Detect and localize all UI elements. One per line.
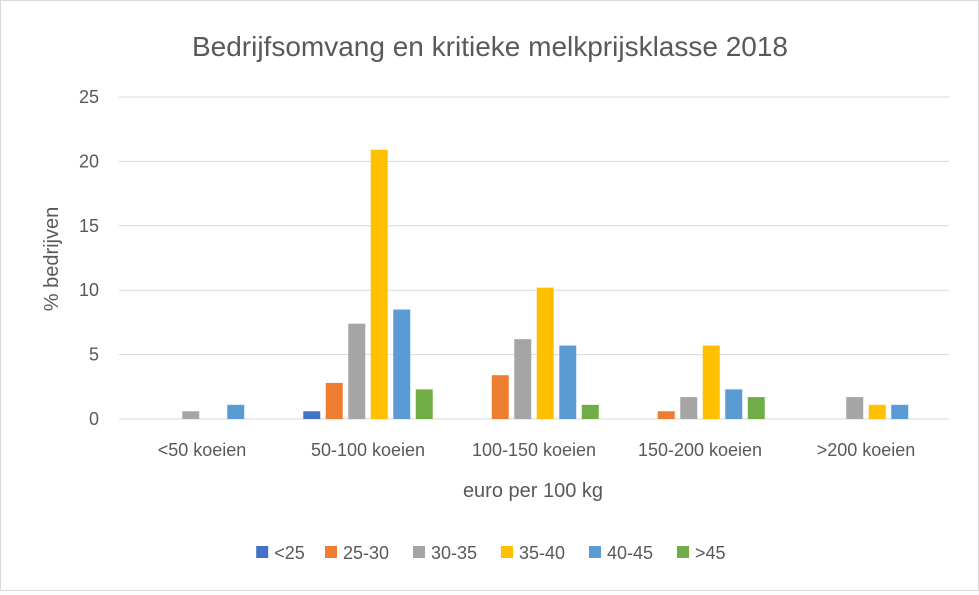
y-tick-label: 10 <box>79 280 99 300</box>
bars <box>182 149 909 420</box>
legend-label: 35-40 <box>519 543 565 563</box>
legend-swatch <box>677 546 689 558</box>
bar <box>680 397 698 419</box>
bar <box>747 397 765 419</box>
bar <box>657 411 675 419</box>
y-tick-label: 25 <box>79 87 99 107</box>
bar <box>415 389 433 419</box>
y-tick-label: 5 <box>89 345 99 365</box>
bar <box>182 411 200 419</box>
legend-label: 40-45 <box>607 543 653 563</box>
legend-swatch <box>325 546 337 558</box>
x-category-label: <50 koeien <box>158 440 247 460</box>
bar <box>891 404 909 419</box>
legend-swatch <box>501 546 513 558</box>
y-tick-label: 20 <box>79 151 99 171</box>
y-axis-label: % bedrijven <box>41 207 63 312</box>
legend-label: <25 <box>274 543 305 563</box>
x-category-label: 100-150 koeien <box>472 440 596 460</box>
bar <box>868 404 886 419</box>
bar <box>393 309 411 419</box>
x-category-label: 50-100 koeien <box>311 440 425 460</box>
gridlines <box>119 96 949 420</box>
bar <box>303 411 321 419</box>
legend: <25 25-30 30-35 35-40 40-45 >45 <box>256 543 726 563</box>
legend-label: 30-35 <box>431 543 477 563</box>
bar <box>846 397 864 419</box>
bar <box>227 404 245 419</box>
chart-title: Bedrijfsomvang en kritieke melkprijsklas… <box>192 31 788 62</box>
legend-item: >45 <box>677 543 726 563</box>
bar <box>536 287 554 419</box>
x-axis-categories: <50 koeien 50-100 koeien 100-150 koeien 150… <box>158 440 916 460</box>
legend-item: 40-45 <box>589 543 653 563</box>
legend-item: 25-30 <box>325 543 389 563</box>
bar <box>702 345 720 419</box>
legend-swatch <box>589 546 601 558</box>
bar <box>348 323 366 419</box>
legend-item: 35-40 <box>501 543 565 563</box>
bar <box>514 339 532 419</box>
bar <box>559 345 577 419</box>
y-axis-ticks: 0 5 10 15 20 25 <box>79 87 99 429</box>
legend-swatch <box>256 546 269 558</box>
x-axis-label: euro per 100 kg <box>463 480 603 502</box>
legend-item: 30-35 <box>413 543 477 563</box>
legend-item: <25 <box>256 543 305 563</box>
bar <box>725 389 743 419</box>
bar <box>491 375 509 419</box>
bar <box>581 404 599 419</box>
legend-swatch <box>413 546 425 558</box>
bar <box>370 149 388 420</box>
legend-label: >45 <box>695 543 726 563</box>
x-category-label: >200 koeien <box>817 440 916 460</box>
y-tick-label: 15 <box>79 216 99 236</box>
x-category-label: 150-200 koeien <box>638 440 762 460</box>
bar <box>325 382 343 419</box>
y-tick-label: 0 <box>89 409 99 429</box>
legend-label: 25-30 <box>343 543 389 563</box>
